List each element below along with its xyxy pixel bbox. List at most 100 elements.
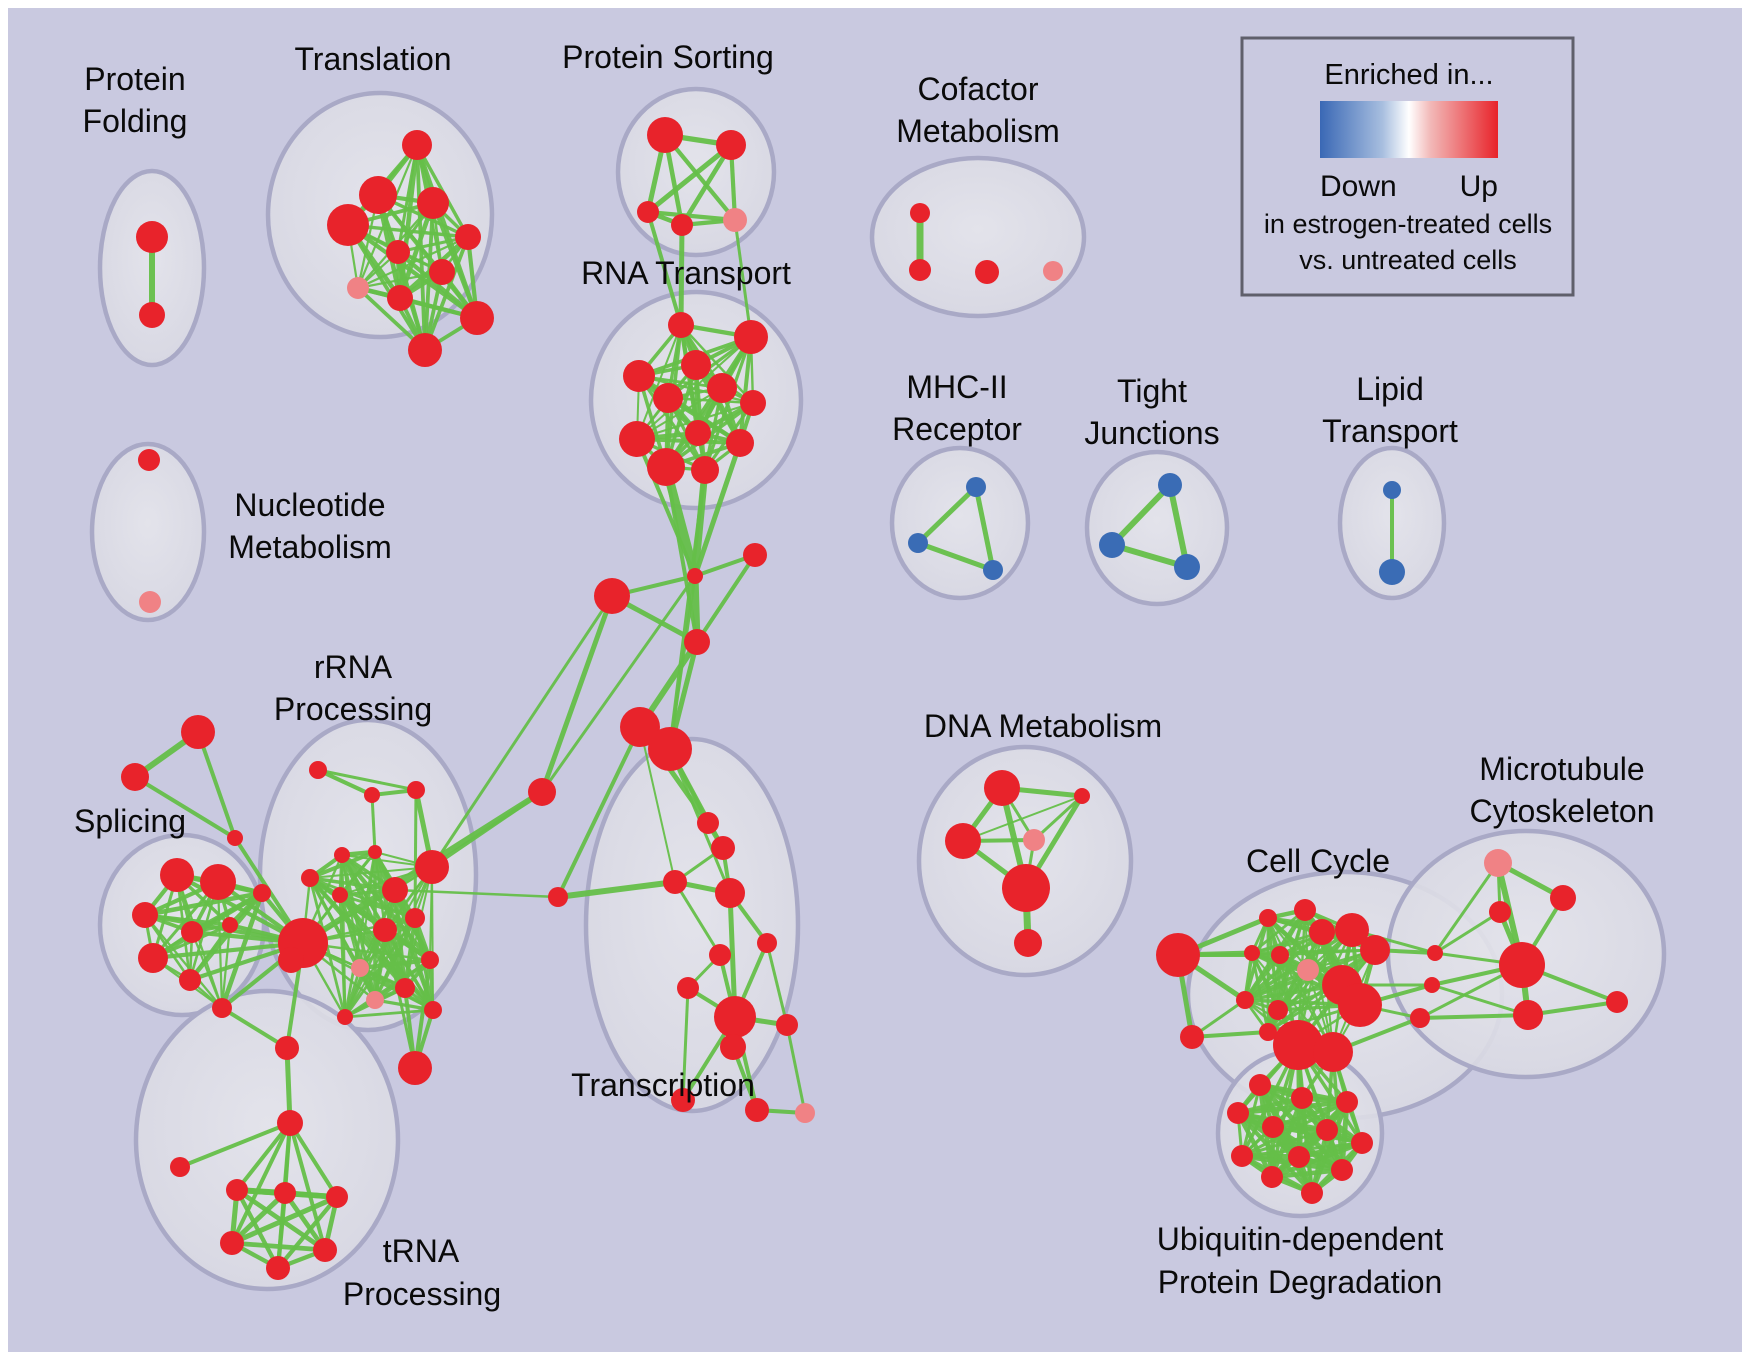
network-edge (144, 914, 223, 1009)
network-edge (1419, 1013, 1529, 1020)
network-node-mh3 (983, 560, 1003, 580)
network-node-tx3 (663, 870, 687, 894)
network-node-ub10 (1331, 1159, 1353, 1181)
network-edge (374, 866, 433, 1001)
network-node-mt2 (1550, 885, 1576, 911)
network-node-st3 (227, 830, 243, 846)
network-node-rr17 (415, 850, 449, 884)
network-edge (1271, 1167, 1343, 1180)
network-node-dn6 (1014, 929, 1042, 957)
network-edge (635, 438, 697, 577)
network-edge (235, 1121, 292, 1192)
network-node-tr9 (387, 285, 413, 311)
cluster-label-lipid-transport: Lipid (1356, 371, 1424, 407)
network-edge (638, 374, 754, 405)
network-node-dn5 (1002, 864, 1050, 912)
network-node-rr12 (421, 951, 439, 969)
network-edge (230, 1191, 287, 1245)
network-node-pf2 (139, 302, 165, 328)
network-node-ub1 (1249, 1074, 1271, 1096)
cluster-label-protein-sorting: Protein Sorting (562, 39, 774, 75)
network-node-ps4 (671, 214, 693, 236)
network-node-rr15 (424, 1001, 442, 1019)
network-edge (230, 1194, 339, 1246)
network-node-dn3 (945, 823, 981, 859)
network-node-tn1 (226, 1179, 248, 1201)
network-node-rr1 (309, 761, 327, 779)
cluster-labels-layer: Protein Folding Translation Protein Sorting… (74, 39, 1655, 1312)
cluster-label-cofactor-metabolism: Cofactor (918, 71, 1039, 107)
network-edge (383, 929, 417, 1069)
network-node-cf4 (1043, 261, 1063, 281)
network-node-tx7 (677, 977, 699, 999)
network-edge (680, 324, 754, 404)
network-node-rt3 (681, 350, 711, 380)
network-node-tx4 (715, 878, 745, 908)
network-node-mt3 (1489, 901, 1511, 923)
network-node-rr14 (366, 991, 384, 1009)
network-edge (556, 726, 642, 898)
network-node-tj1 (1158, 473, 1182, 497)
network-edge (309, 866, 433, 879)
network-edge (430, 595, 614, 868)
network-node-tx6 (709, 944, 731, 966)
network-edge (196, 731, 237, 839)
network-node-tj2 (1099, 532, 1125, 558)
network-edge (179, 1121, 291, 1169)
legend-down-label: Down (1320, 170, 1397, 203)
network-node-tr2 (359, 176, 397, 214)
cluster-label-protein-folding: Protein (84, 61, 185, 97)
network-node-cyh2 (1313, 1032, 1353, 1072)
network-node-ps1 (647, 117, 683, 153)
network-edge (681, 987, 690, 1101)
network-edge (673, 881, 722, 956)
network-edge (413, 789, 418, 919)
network-node-tr6 (386, 240, 410, 264)
network-edge (785, 1024, 807, 1114)
network-edge (973, 486, 996, 571)
cluster-label-ubiquitin-protein-degradation: Protein Degradation (1158, 1264, 1443, 1300)
network-node-txh3 (714, 996, 756, 1038)
network-node-tn6 (266, 1256, 290, 1280)
network-node-tr5 (455, 224, 481, 250)
network-node-tx11 (745, 1098, 769, 1122)
network-edge (317, 768, 417, 792)
network-node-cy8 (1297, 959, 1319, 981)
network-edge (219, 892, 265, 1009)
network-node-rr10 (373, 918, 397, 942)
network-node-dn4 (1023, 829, 1045, 851)
network-node-tni (170, 1157, 190, 1177)
network-edge (394, 888, 559, 899)
network-edge (404, 866, 433, 989)
network-nodes-layer (121, 117, 1628, 1280)
network-node-sp1 (160, 858, 194, 892)
network-node-sp9 (253, 884, 271, 902)
legend-subtitle-line1: in estrogen-treated cells (1264, 209, 1552, 239)
cluster-ellipse-nucleotide-metabolism (89, 441, 207, 623)
network-edge (1191, 1030, 1269, 1039)
network-edge (1266, 954, 1282, 1033)
network-node-ub6 (1316, 1119, 1338, 1141)
network-node-mh1 (966, 477, 986, 497)
network-node-rt10 (726, 429, 754, 457)
network-edge (1251, 908, 1306, 955)
network-edge (152, 940, 304, 961)
network-node-cn2 (1424, 977, 1440, 993)
network-edge (359, 957, 431, 971)
network-node-dn2 (1074, 788, 1090, 804)
network-edge (144, 890, 263, 918)
network-node-nm2 (139, 591, 161, 613)
network-edge (646, 143, 733, 214)
network-edge (339, 893, 416, 920)
network-node-bridge1 (528, 778, 556, 806)
network-node-ub7 (1351, 1132, 1373, 1154)
network-node-txh2 (648, 727, 692, 771)
network-node-cy7 (1271, 946, 1289, 964)
network-edge (637, 375, 707, 471)
network-node-rr3 (407, 781, 425, 799)
network-node-rt7 (740, 390, 766, 416)
legend-gradient-bar (1320, 101, 1498, 158)
network-edge (765, 942, 789, 1026)
network-node-tn4 (220, 1231, 244, 1255)
